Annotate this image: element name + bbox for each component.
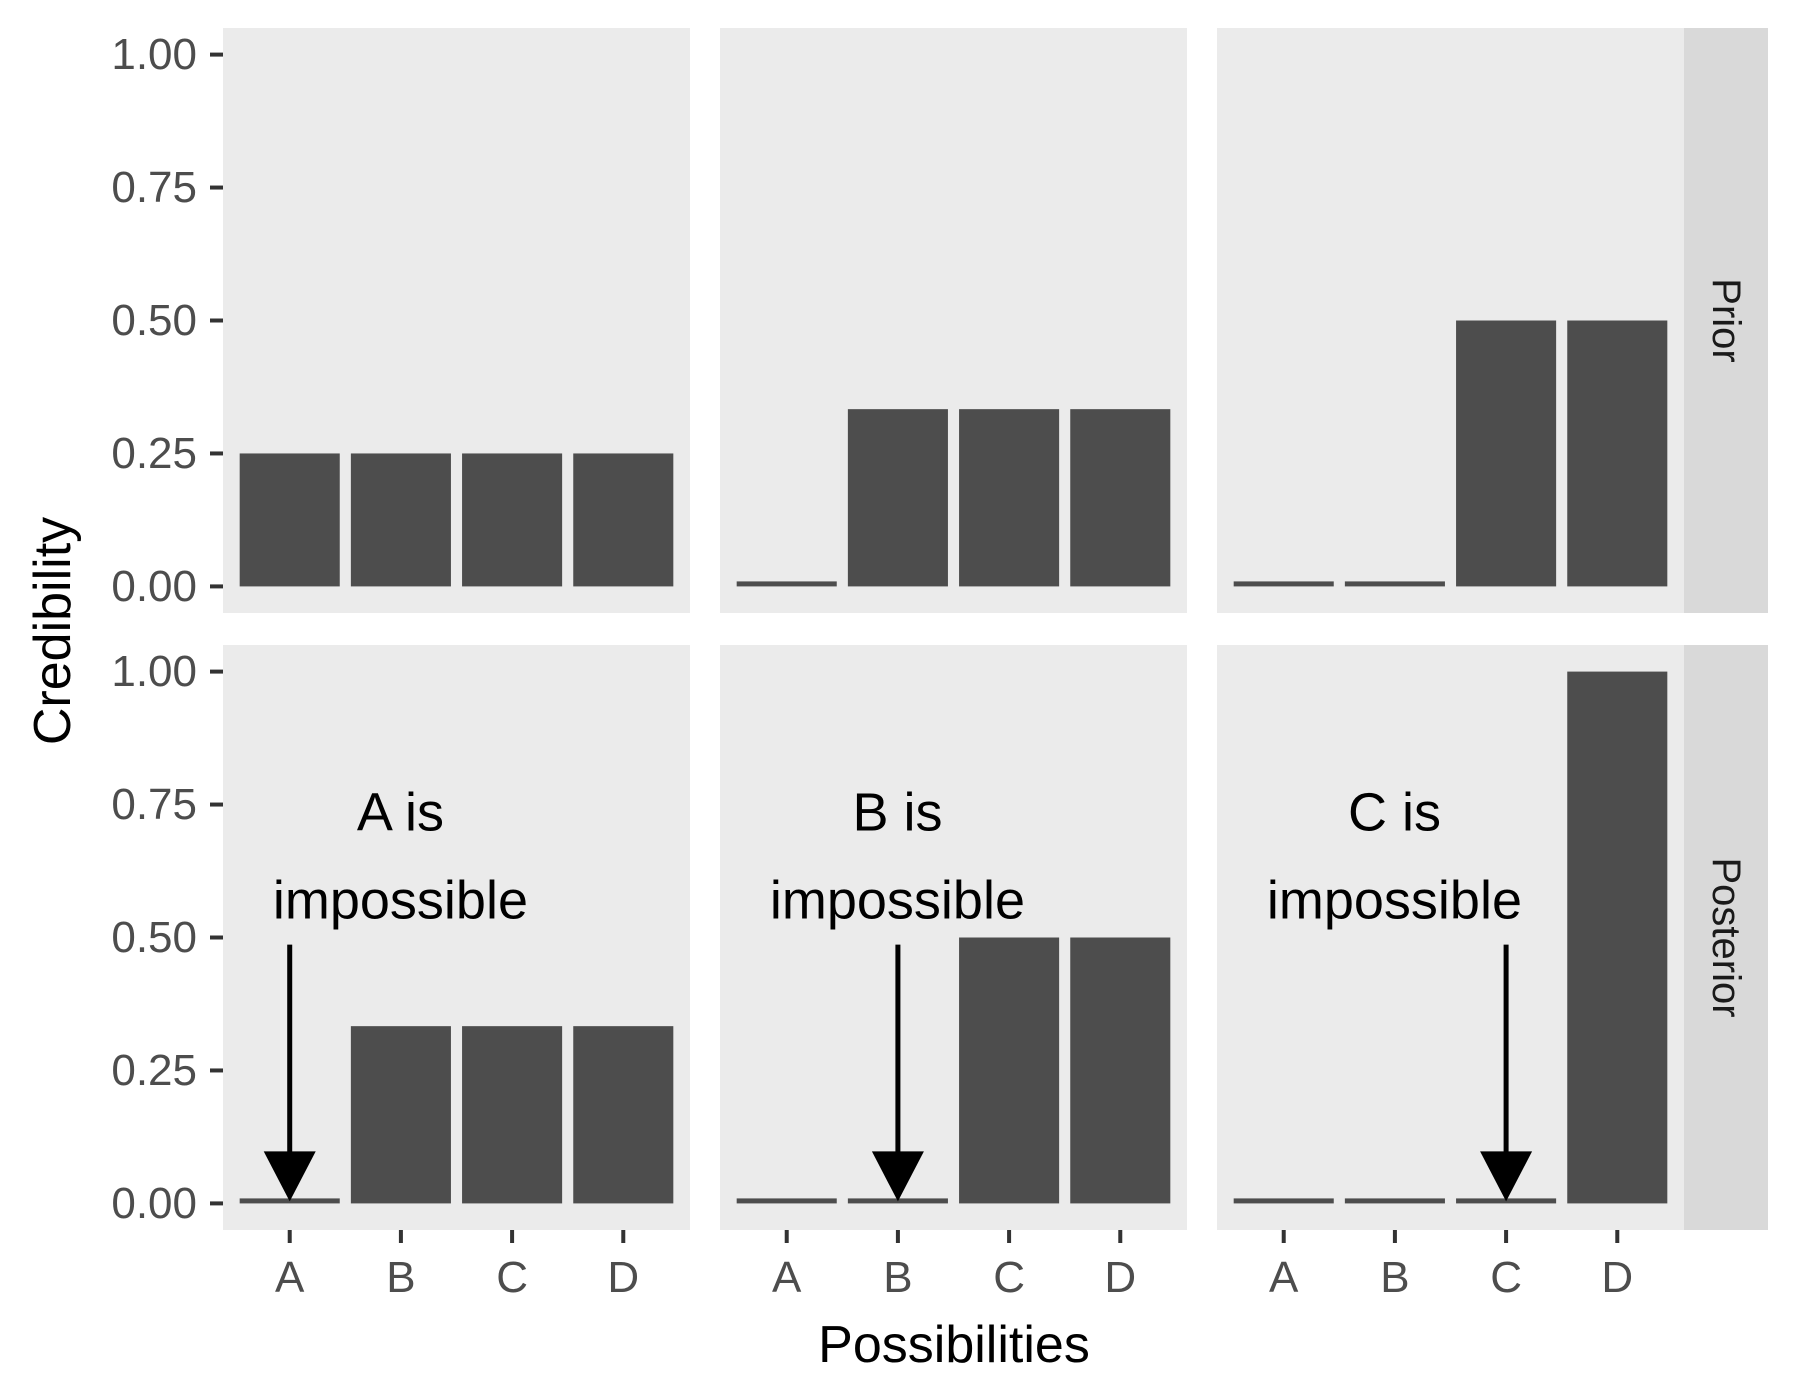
panels-layer: Prior Posterior 0.00 0.25 0.50 0.75 1.00 0.00 0.… (111, 28, 1768, 1302)
annotation-line-1: B is (852, 783, 942, 843)
x-tick-label: A (772, 1253, 802, 1302)
x-tick-label: A (275, 1253, 305, 1302)
bar-B (1344, 1198, 1445, 1204)
bar-A (239, 453, 340, 587)
facet-strip (1684, 28, 1768, 613)
y-tick-label: 0.75 (111, 780, 197, 829)
y-tick-label: 0.75 (111, 163, 197, 212)
bar-B (1344, 581, 1445, 587)
x-tick-label: D (607, 1253, 639, 1302)
x-tick-label: D (1601, 1253, 1633, 1302)
x-tick-label: B (386, 1253, 415, 1302)
bar-A (736, 581, 837, 587)
bar-A (736, 1198, 837, 1204)
bar-C (1456, 320, 1557, 587)
arrow-head (263, 1151, 316, 1202)
bar-D (1070, 409, 1171, 587)
bar-A (1233, 1198, 1334, 1204)
facet-strip (1684, 645, 1768, 1230)
x-tick-label: C (496, 1253, 528, 1302)
bar-C (462, 453, 563, 587)
facet-strip-label: Prior (1704, 278, 1748, 362)
annotation-line-2: impossible (273, 870, 528, 930)
bar-D (1567, 671, 1668, 1204)
y-tick-label: 0.50 (111, 296, 197, 345)
bar-B (350, 453, 451, 587)
arrow-head (1480, 1151, 1533, 1202)
bar-B (847, 409, 948, 587)
x-axis-title: Possibilities (818, 1316, 1090, 1374)
y-tick-label: 0.00 (111, 1179, 197, 1228)
y-tick-label: 1.00 (111, 647, 197, 696)
y-tick-label: 0.25 (111, 1046, 197, 1095)
bar-D (1070, 937, 1171, 1204)
bar-A (1233, 581, 1334, 587)
bar-B (350, 1026, 451, 1204)
y-tick-label: 1.00 (111, 30, 197, 79)
bar-C (462, 1026, 563, 1204)
x-tick-label: B (883, 1253, 912, 1302)
bar-C (959, 937, 1060, 1204)
y-tick-label: 0.50 (111, 913, 197, 962)
annotation-line-1: C is (1348, 783, 1441, 843)
bar-D (1567, 320, 1668, 587)
facet-strip-label: Posterior (1704, 857, 1748, 1017)
x-tick-label: B (1380, 1253, 1409, 1302)
y-axis-title: Credibility (24, 517, 82, 745)
annotation-line-2: impossible (770, 870, 1025, 930)
bar-D (573, 453, 674, 587)
bar-C (959, 409, 1060, 587)
y-tick-label: 0.00 (111, 562, 197, 611)
y-tick-label: 0.25 (111, 429, 197, 478)
x-tick-label: A (1269, 1253, 1299, 1302)
annotation-line-1: A is (357, 783, 444, 843)
arrow-head (871, 1151, 924, 1202)
annotation-line-2: impossible (1267, 870, 1522, 930)
bar-D (573, 1026, 674, 1204)
x-tick-label: D (1104, 1253, 1136, 1302)
x-tick-label: C (1490, 1253, 1522, 1302)
x-tick-label: C (993, 1253, 1025, 1302)
